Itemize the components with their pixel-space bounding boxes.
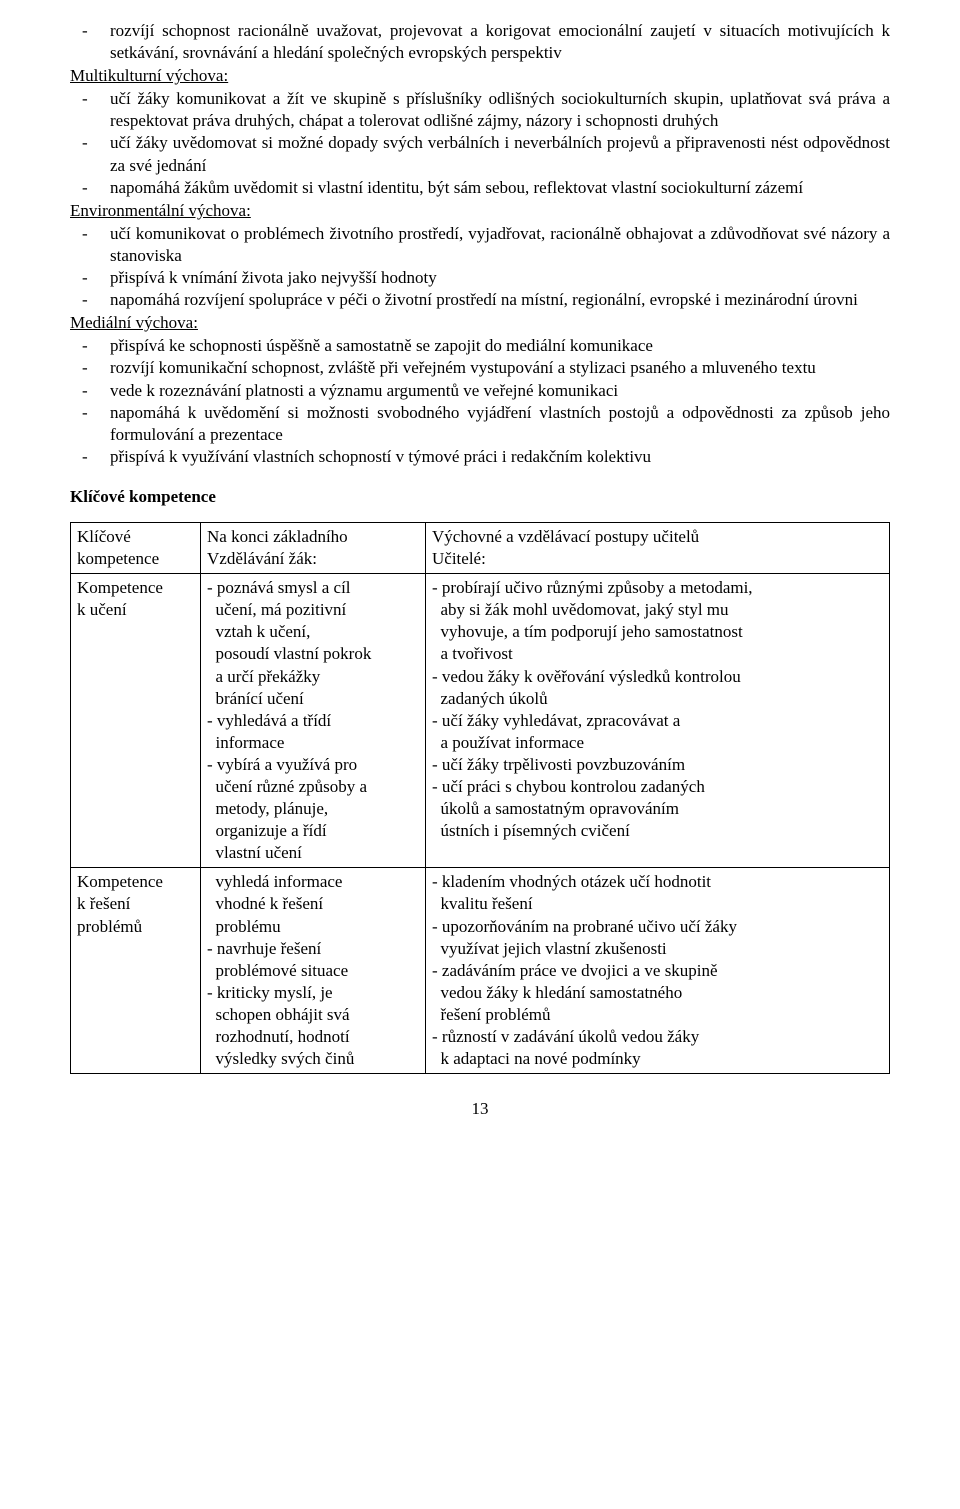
bullet-text: napomáhá k uvědomění si možnosti svobodn… <box>110 402 890 446</box>
document-body: - rozvíjí schopnost racionálně uvažovat,… <box>70 20 890 1120</box>
bullet-dash: - <box>70 267 110 289</box>
table-cell: - kladením vhodných otázek učí hodnotit … <box>426 868 890 1074</box>
table-cell: - probírají učivo různými způsoby a meto… <box>426 574 890 868</box>
bullet-item: - učí žáky uvědomovat si možné dopady sv… <box>70 132 890 176</box>
bullet-item: - napomáhá rozvíjení spolupráce v péči o… <box>70 289 890 311</box>
bullet-text: přispívá k vnímání života jako nejvyšší … <box>110 267 890 289</box>
bullet-dash: - <box>70 223 110 267</box>
table-row: Kompetence k řešení problémů vyhledá inf… <box>71 868 890 1074</box>
table-row: Kompetence k učení - poznává smysl a cíl… <box>71 574 890 868</box>
table-cell: Kompetence k učení <box>71 574 201 868</box>
bullet-text: napomáhá žákům uvědomit si vlastní ident… <box>110 177 890 199</box>
table-cell: - poznává smysl a cíl učení, má pozitivn… <box>201 574 426 868</box>
bullet-item: - napomáhá k uvědomění si možnosti svobo… <box>70 402 890 446</box>
bullet-item: - napomáhá žákům uvědomit si vlastní ide… <box>70 177 890 199</box>
table-cell: Kompetence k řešení problémů <box>71 868 201 1074</box>
bullet-item: - rozvíjí komunikační schopnost, zvláště… <box>70 357 890 379</box>
table-header-row: Klíčové kompetence Na konci základního V… <box>71 522 890 573</box>
section-title-environmentalni: Environmentální výchova: <box>70 200 890 222</box>
bullet-item: - přispívá ke schopnosti úspěšně a samos… <box>70 335 890 357</box>
header-cell: Klíčové kompetence <box>71 522 201 573</box>
header-cell: Na konci základního Vzdělávání žák: <box>201 522 426 573</box>
page-number: 13 <box>70 1098 890 1120</box>
bullet-item: - vede k rozeznávání platnosti a významu… <box>70 380 890 402</box>
bullet-text: přispívá ke schopnosti úspěšně a samosta… <box>110 335 890 357</box>
bullet-dash: - <box>70 446 110 468</box>
bullet-dash: - <box>70 335 110 357</box>
bullet-text: učí žáky komunikovat a žít ve skupině s … <box>110 88 890 132</box>
bullet-dash: - <box>70 88 110 132</box>
table-cell: vyhledá informace vhodné k řešení problé… <box>201 868 426 1074</box>
bullet-dash: - <box>70 132 110 176</box>
bullet-item: - učí komunikovat o problémech životního… <box>70 223 890 267</box>
bullet-dash: - <box>70 380 110 402</box>
bullet-dash: - <box>70 289 110 311</box>
bullet-text: rozvíjí schopnost racionálně uvažovat, p… <box>110 20 890 64</box>
bullet-dash: - <box>70 177 110 199</box>
bullet-dash: - <box>70 402 110 446</box>
header-cell: Výchovné a vzdělávací postupy učitelů Uč… <box>426 522 890 573</box>
section-title-medialni: Mediální výchova: <box>70 312 890 334</box>
bullet-text: napomáhá rozvíjení spolupráce v péči o ž… <box>110 289 890 311</box>
bullet-text: vede k rozeznávání platnosti a významu a… <box>110 380 890 402</box>
bullet-item: - rozvíjí schopnost racionálně uvažovat,… <box>70 20 890 64</box>
bullet-item: - přispívá k využívání vlastních schopno… <box>70 446 890 468</box>
competence-table: Klíčové kompetence Na konci základního V… <box>70 522 890 1074</box>
bullet-item: - učí žáky komunikovat a žít ve skupině … <box>70 88 890 132</box>
table-heading: Klíčové kompetence <box>70 486 890 508</box>
bullet-dash: - <box>70 20 110 64</box>
bullet-item: - přispívá k vnímání života jako nejvyšš… <box>70 267 890 289</box>
section-title-multikulturni: Multikulturní výchova: <box>70 65 890 87</box>
bullet-text: přispívá k využívání vlastních schopnost… <box>110 446 890 468</box>
bullet-text: učí žáky uvědomovat si možné dopady svýc… <box>110 132 890 176</box>
bullet-text: učí komunikovat o problémech životního p… <box>110 223 890 267</box>
bullet-text: rozvíjí komunikační schopnost, zvláště p… <box>110 357 890 379</box>
bullet-dash: - <box>70 357 110 379</box>
